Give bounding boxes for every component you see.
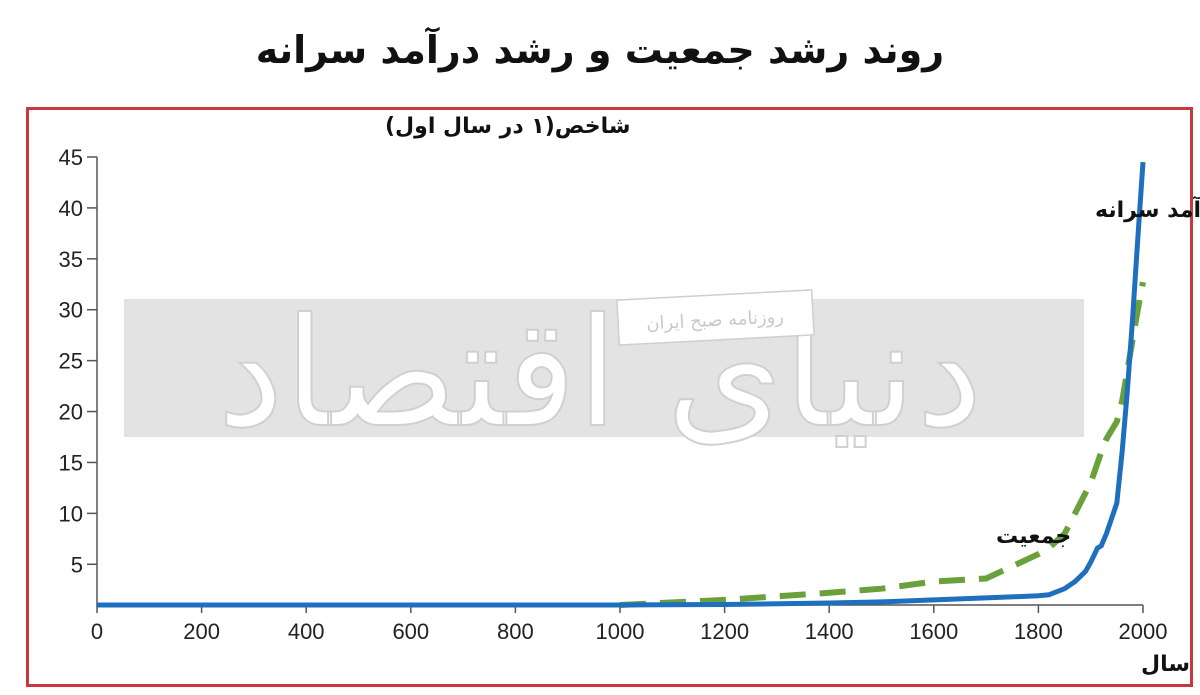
x-ticks: 0 200 400 600 800 1000 1200 1400 1600 1800 2000 (91, 605, 1168, 644)
y-axis-label: شاخص(۱ در سال اول) (385, 114, 631, 139)
y-tick-label: 25 (59, 349, 83, 374)
x-tick-label: 1200 (700, 619, 749, 644)
y-tick-label: 40 (59, 196, 83, 221)
series-line-income (97, 161, 1146, 608)
watermark-logo: دنیای اقتصاد (217, 287, 983, 461)
watermark-subtitle-box (616, 289, 815, 346)
x-tick-label: 2000 (1119, 619, 1168, 644)
y-tick-label: 20 (59, 400, 83, 425)
x-tick-label: 1400 (805, 619, 854, 644)
series-line-population (619, 281, 1146, 608)
x-tick-label: 600 (392, 619, 429, 644)
chart-title: روند رشد جمعیت و رشد درآمد سرانه (255, 28, 945, 72)
watermark-band (124, 299, 1084, 437)
y-tick-label: 35 (59, 247, 83, 272)
x-tick-label: 1600 (909, 619, 958, 644)
y-tick-label: 15 (59, 450, 83, 475)
y-ticks: 5 10 15 20 25 30 35 40 45 (59, 145, 97, 577)
x-tick-label: 1000 (596, 619, 645, 644)
x-tick-label: 0 (91, 619, 103, 644)
y-tick-label: 10 (59, 501, 83, 526)
x-tick-label: 200 (183, 619, 220, 644)
series-label-income: درآمد سرانه (1095, 195, 1200, 223)
x-tick-label: 800 (497, 619, 534, 644)
series-label-population: جمعیت (996, 524, 1071, 549)
x-axis-label: سال (1141, 652, 1190, 677)
y-tick-label: 45 (59, 145, 83, 170)
watermark: دنیای اقتصاد روزنامه صبح ایران (124, 286, 1084, 462)
x-tick-label: 400 (288, 619, 325, 644)
x-tick-label: 1800 (1014, 619, 1063, 644)
y-tick-label: 5 (71, 552, 83, 577)
chart-frame (26, 107, 1193, 687)
y-tick-label: 30 (59, 298, 83, 323)
